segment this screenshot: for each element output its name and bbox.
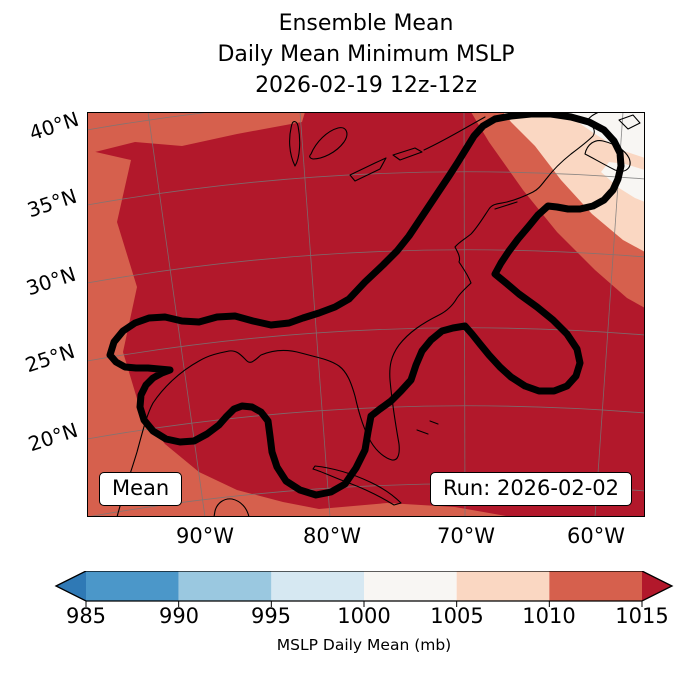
- field-band-1005-1010: [497, 112, 645, 252]
- field-fringe-south: [319, 503, 512, 517]
- gridline-meridian-70w: [463, 112, 466, 517]
- colorbar-seg-1010-1015: [549, 571, 642, 601]
- lake-michigan: [289, 121, 301, 167]
- colorbar-seg-990-995: [178, 571, 272, 601]
- colorbar-seg-1005-1010: [456, 571, 550, 601]
- colorbar-tick-995: 995: [250, 604, 292, 628]
- lon-label-70w: 70°W: [437, 524, 495, 548]
- colorbar-seg-995-1000: [271, 571, 364, 601]
- title-line-3: 2026-02-19 12z-12z: [255, 73, 477, 98]
- colorbar-tick-1015: 1015: [615, 604, 669, 628]
- coastline-bahamas: [416, 420, 439, 435]
- colorbar-seg-985-990: [86, 571, 179, 601]
- chart-title: Ensemble Mean Daily Mean Minimum MSLP 20…: [87, 8, 645, 101]
- coastline-long-island: [494, 201, 518, 210]
- field-fringe-topleft: [87, 112, 305, 154]
- lake-ontario: [392, 147, 423, 161]
- colorbar-tick-985: 985: [65, 604, 107, 628]
- colorbar-under-arrow: [56, 571, 86, 601]
- run-label-text: Run: 2026-02-02: [442, 476, 619, 500]
- gridline-parallel-30n: [87, 249, 645, 284]
- colorbar-canvas: [54, 570, 674, 607]
- st-lawrence-river: [423, 116, 486, 151]
- lon-label-90w: 90°W: [176, 524, 234, 548]
- mean-label-box: Mean: [99, 472, 183, 506]
- lake-erie: [349, 157, 387, 182]
- mean-label-text: Mean: [112, 476, 170, 500]
- gridline-parallel-25n: [87, 327, 645, 362]
- coastline-newfoundland: [618, 114, 641, 130]
- lon-label-60w: 60°W: [567, 524, 625, 548]
- run-label-box: Run: 2026-02-02: [429, 472, 632, 506]
- colorbar-tick-1010: 1010: [522, 604, 576, 628]
- lat-label-35n: 35°N: [24, 183, 80, 223]
- colorbar-tick-1000: 1000: [337, 604, 391, 628]
- lat-label-30n: 30°N: [23, 261, 79, 301]
- title-line-1: Ensemble Mean: [278, 11, 454, 36]
- coastline-cuba: [312, 465, 402, 506]
- lat-label-20n: 20°N: [25, 417, 81, 457]
- coastline-nova-scotia: [584, 140, 631, 172]
- field-white-patch-2: [601, 162, 645, 202]
- map-panel: Mean Run: 2026-02-02: [87, 112, 645, 517]
- colorbar-seg-1000-1005: [364, 571, 457, 601]
- colorbar-tick-990: 990: [158, 604, 200, 628]
- colorbar-axis-label: MSLP Daily Mean (mb): [276, 636, 452, 654]
- colorbar: [52, 570, 676, 609]
- coastlines: [116, 112, 641, 517]
- colorbar-over-arrow: [642, 571, 672, 601]
- colorbar-tickmarks: [85, 601, 643, 607]
- gridline-parallel-35n: [87, 171, 645, 206]
- lake-huron: [309, 127, 348, 160]
- coastline-gulf-atlantic: [116, 112, 600, 517]
- map-canvas: [87, 112, 645, 517]
- lat-label-25n: 25°N: [22, 338, 78, 378]
- gridline-meridian-90w: [147, 112, 206, 517]
- ensemble-contour: [106, 112, 625, 499]
- lon-label-80w: 80°W: [303, 524, 361, 548]
- map-frame: [87, 112, 645, 517]
- coastline-yucatan: [213, 498, 250, 517]
- colorbar-tick-1005: 1005: [430, 604, 484, 628]
- lat-label-40n: 40°N: [26, 106, 82, 146]
- title-line-2: Daily Mean Minimum MSLP: [217, 42, 515, 67]
